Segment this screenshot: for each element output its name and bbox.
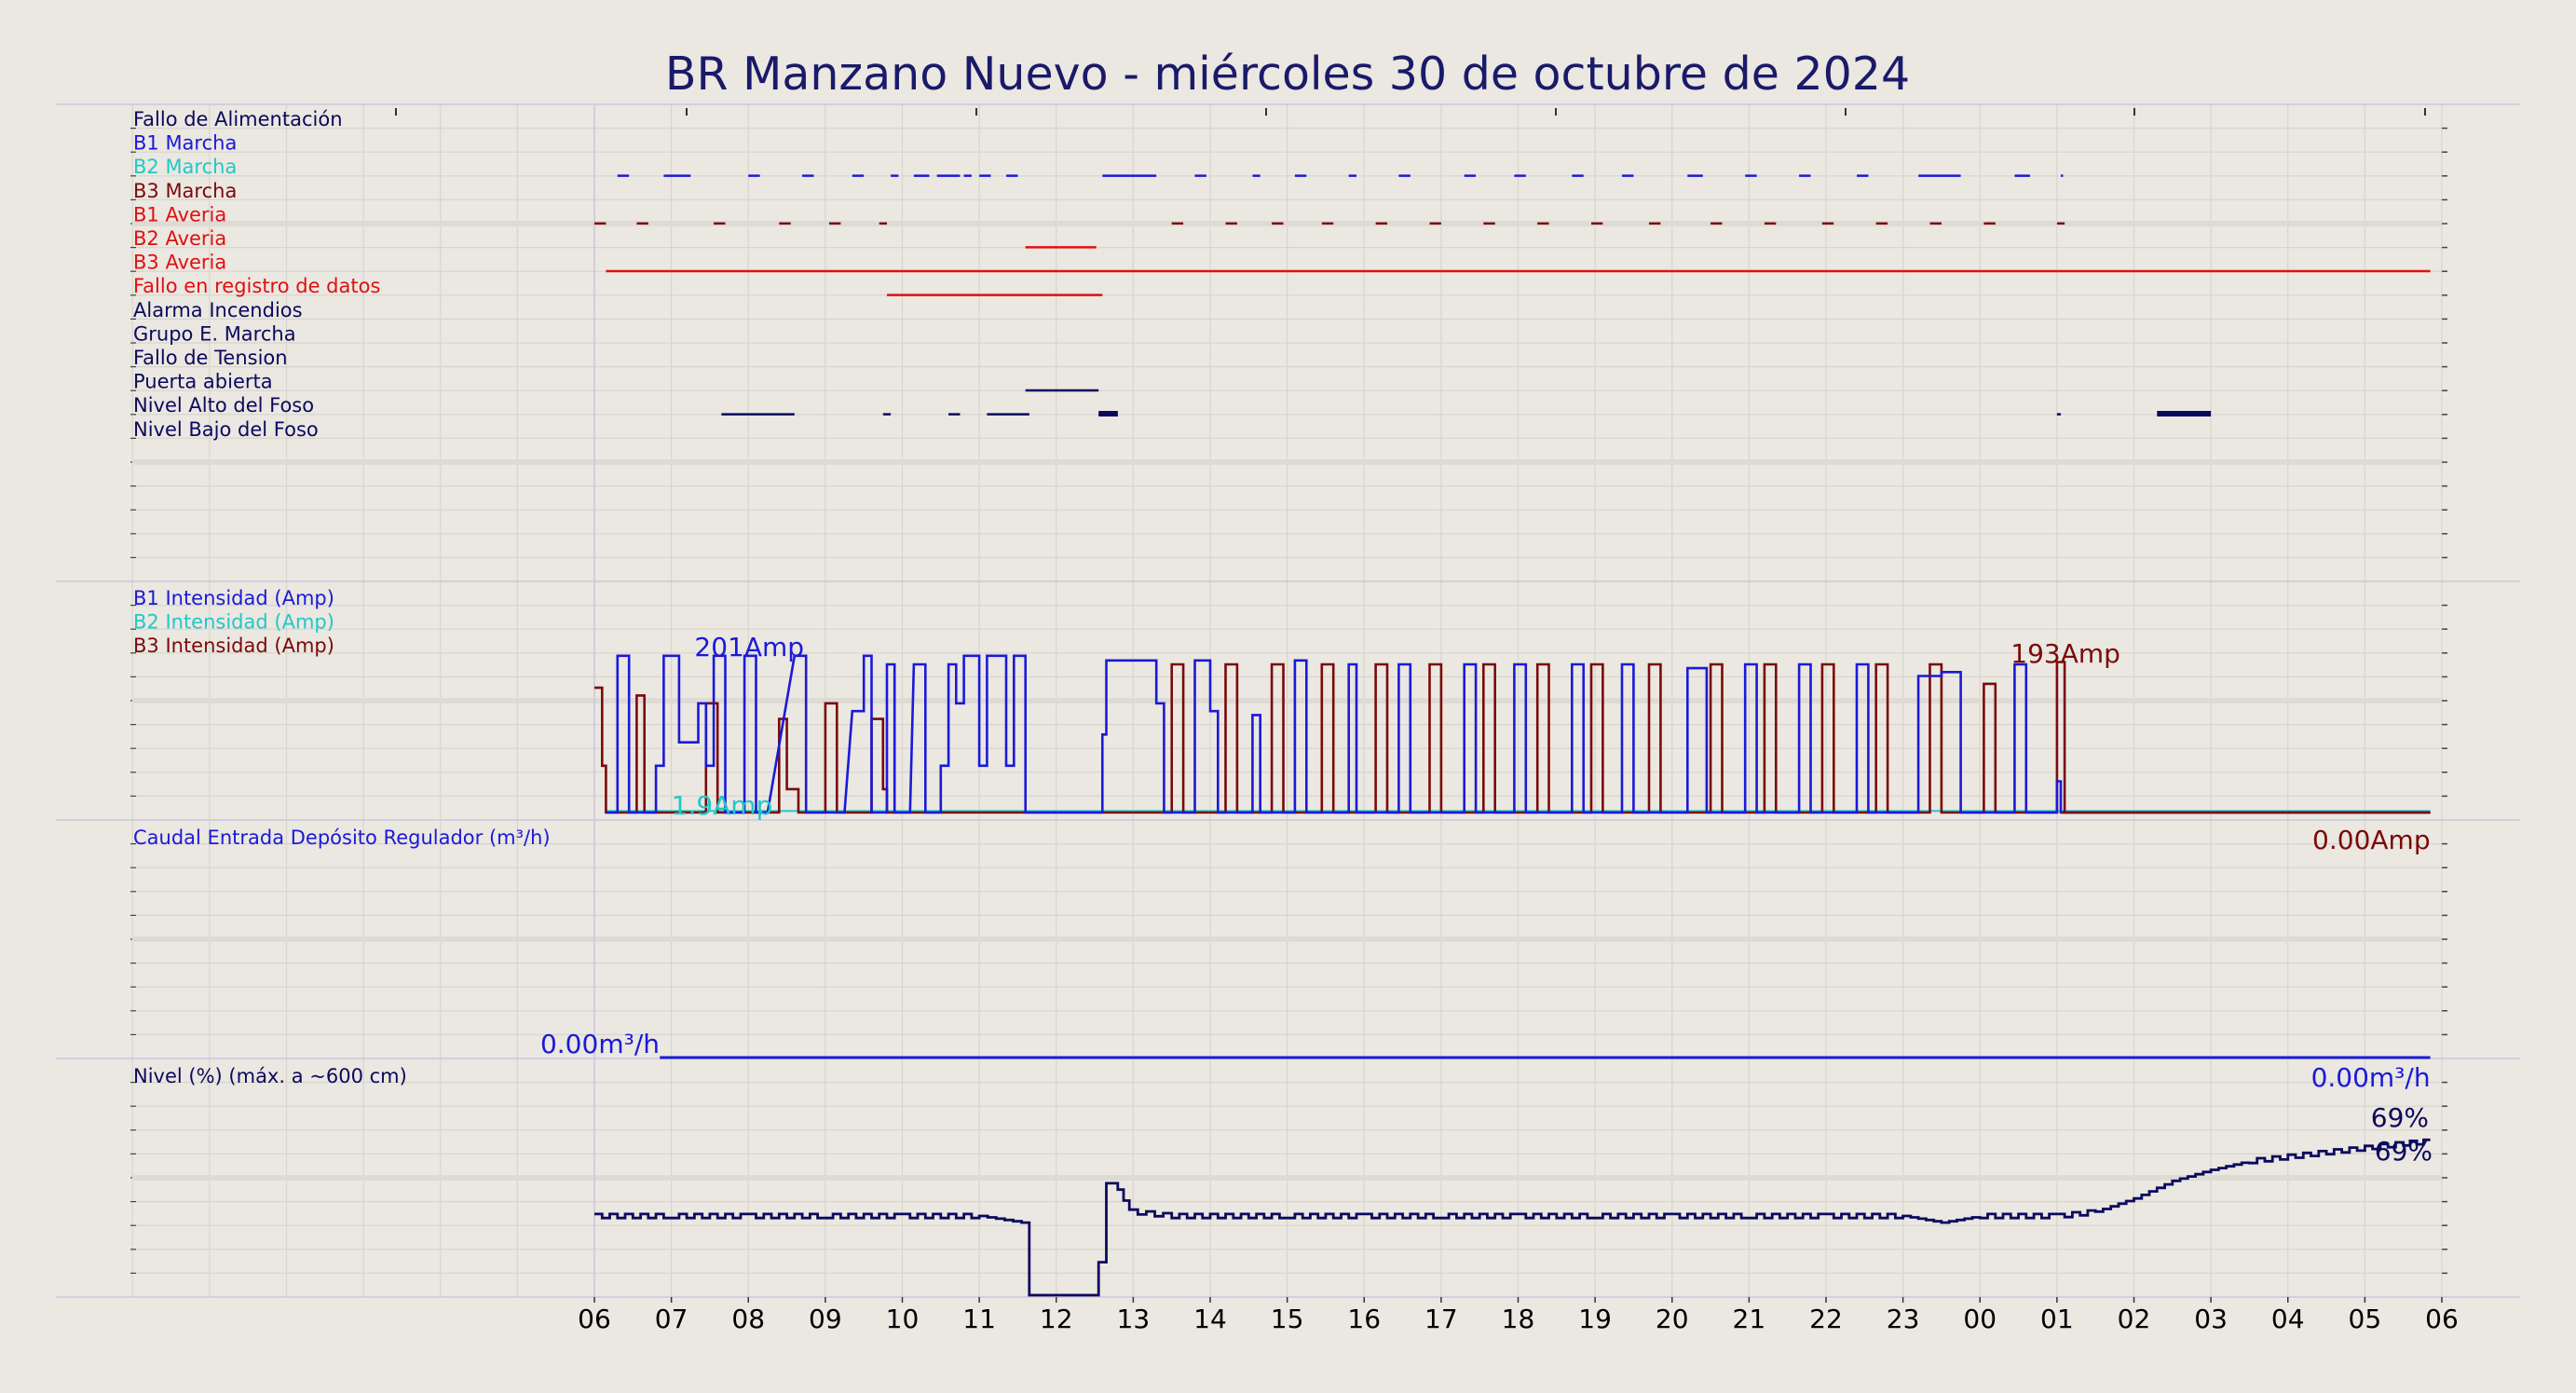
x-tick-label: 15	[1271, 1304, 1304, 1334]
signal-label: B3 Averia	[133, 252, 226, 274]
signal-label: B2 Averia	[133, 227, 226, 250]
x-tick-label: 21	[1733, 1304, 1766, 1334]
x-tick-label: 01	[2040, 1304, 2074, 1334]
signal-label: Fallo de Alimentación	[133, 108, 343, 130]
intensity-annotation: 193Amp	[2010, 638, 2120, 669]
intensity-series-label: B3 Intensidad (Amp)	[133, 635, 334, 657]
x-tick-label: 17	[1424, 1304, 1458, 1334]
signal-label: Alarma Incendios	[133, 299, 303, 321]
x-tick-label: 18	[1502, 1304, 1535, 1334]
x-tick-label: 11	[962, 1304, 996, 1334]
intensity-annotation: 1.9Amp	[672, 790, 773, 821]
x-tick-label: 20	[1656, 1304, 1689, 1334]
flow-annotation-start: 0.00m³/h	[540, 1029, 660, 1059]
flow-annotation-end: 0.00m³/h	[2311, 1062, 2431, 1093]
x-tick-label: 12	[1040, 1304, 1073, 1334]
x-tick-label: 08	[731, 1304, 765, 1334]
x-tick-label: 00	[1963, 1304, 1997, 1334]
level-annotation-upper: 69%	[2371, 1102, 2429, 1133]
signal-label: B1 Marcha	[133, 132, 237, 155]
intensity-series-label: B2 Intensidad (Amp)	[133, 611, 334, 634]
x-tick-label: 13	[1117, 1304, 1151, 1334]
intensity-annotation: 201Amp	[694, 632, 804, 662]
signal-label: Puerta abierta	[133, 371, 273, 393]
flow-series-label: Caudal Entrada Depósito Regulador (m³/h)	[133, 826, 551, 849]
x-tick-label: 19	[1578, 1304, 1612, 1334]
signal-label: Fallo de Tension	[133, 347, 288, 369]
signal-label: B1 Averia	[133, 203, 226, 225]
x-tick-label: 02	[2118, 1304, 2151, 1334]
x-tick-label: 16	[1347, 1304, 1381, 1334]
x-tick-label: 06	[578, 1304, 611, 1334]
chart-title: BR Manzano Nuevo - miércoles 30 de octub…	[665, 48, 1910, 101]
x-tick-label: 05	[2349, 1304, 2382, 1334]
level-series-label: Nivel (%) (máx. a ~600 cm)	[133, 1065, 407, 1087]
signal-label: Nivel Bajo del Foso	[133, 418, 319, 441]
x-tick-label: 10	[886, 1304, 920, 1334]
intensity-series-label: B1 Intensidad (Amp)	[133, 587, 334, 609]
level-annotation-lower: 69%	[2375, 1136, 2433, 1167]
x-tick-label: 06	[2425, 1304, 2459, 1334]
x-tick-label: 04	[2271, 1304, 2305, 1334]
x-tick-label: 09	[809, 1304, 842, 1334]
x-tick-label: 03	[2194, 1304, 2228, 1334]
signal-label: B2 Marcha	[133, 156, 237, 178]
data-layer	[594, 174, 2431, 1297]
signal-label: Nivel Alto del Foso	[133, 394, 314, 417]
text-layer: 06 07 08 09 10 11 12 13 14 15 16 17 18 19 20 21 22 23 00 01…	[133, 108, 2459, 1334]
x-tick-label: 23	[1887, 1304, 1920, 1334]
level-line	[594, 1138, 2431, 1297]
intensity-annotation: 0.00Amp	[2312, 825, 2431, 855]
signal-label: Grupo E. Marcha	[133, 322, 296, 345]
x-tick-label: 22	[1809, 1304, 1843, 1334]
x-tick-label: 07	[655, 1304, 688, 1334]
b1-intensity-line	[606, 654, 2431, 814]
signal-label: B3 Marcha	[133, 180, 237, 202]
signal-label: Fallo en registro de datos	[133, 275, 380, 297]
x-tick-label: 14	[1193, 1304, 1227, 1334]
